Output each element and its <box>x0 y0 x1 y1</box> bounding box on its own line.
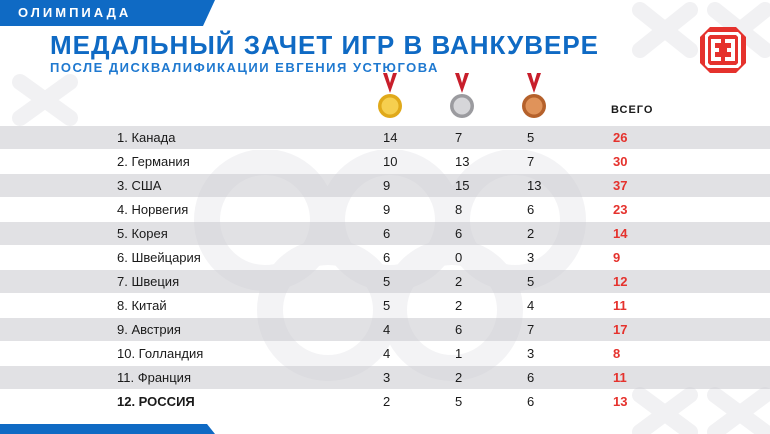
total-cell: 13 <box>613 394 628 409</box>
gold-cell: 3 <box>383 370 391 385</box>
total-cell: 37 <box>613 178 628 193</box>
total-cell: 9 <box>613 250 621 265</box>
bronze-cell: 7 <box>527 154 535 169</box>
country-cell: 6. Швейцария <box>117 250 201 265</box>
table-row: 2. Германия 10 13 7 30 <box>0 150 770 173</box>
country-cell: 4. Норвегия <box>117 202 189 217</box>
country-cell: 2. Германия <box>117 154 190 169</box>
gold-cell: 5 <box>383 274 391 289</box>
bronze-cell: 5 <box>527 130 535 145</box>
gold-medal-icon <box>378 73 402 118</box>
bronze-cell: 5 <box>527 274 535 289</box>
bronze-medal-icon <box>522 73 546 118</box>
table-row: 3. США 9 15 13 37 <box>0 174 770 197</box>
gold-cell: 9 <box>383 178 391 193</box>
total-column-header: ВСЕГО <box>611 104 654 116</box>
gold-cell: 4 <box>383 346 391 361</box>
table-row: 4. Норвегия 9 8 6 23 <box>0 198 770 221</box>
silver-medal-icon <box>450 73 474 118</box>
total-cell: 12 <box>613 274 628 289</box>
gold-cell: 9 <box>383 202 391 217</box>
gold-cell: 6 <box>383 226 391 241</box>
table-row: 8. Китай 5 2 4 11 <box>0 294 770 317</box>
table-row: 10. Голландия 4 1 3 8 <box>0 342 770 365</box>
section-label: ОЛИМПИАДА <box>18 5 132 20</box>
country-cell: 12. РОССИЯ <box>117 394 195 409</box>
table-row: 1. Канада 14 7 5 26 <box>0 126 770 149</box>
country-cell: 8. Китай <box>117 298 167 313</box>
silver-cell: 2 <box>455 298 463 313</box>
country-cell: 11. Франция <box>117 370 191 385</box>
bronze-cell: 7 <box>527 322 535 337</box>
country-cell: 5. Корея <box>117 226 168 241</box>
bronze-cell: 6 <box>527 370 535 385</box>
gold-cell: 10 <box>383 154 398 169</box>
table-row: 11. Франция 3 2 6 11 <box>0 366 770 389</box>
bronze-cell: 6 <box>527 394 535 409</box>
bronze-cell: 6 <box>527 202 535 217</box>
country-cell: 7. Швеция <box>117 274 180 289</box>
gold-cell: 4 <box>383 322 391 337</box>
total-cell: 11 <box>613 298 627 313</box>
table-row: 5. Корея 6 6 2 14 <box>0 222 770 245</box>
silver-cell: 6 <box>455 322 463 337</box>
gold-cell: 5 <box>383 298 391 313</box>
gold-cell: 6 <box>383 250 391 265</box>
section-tab <box>0 0 215 26</box>
table-row: 6. Швейцария 6 0 3 9 <box>0 246 770 269</box>
country-cell: 9. Австрия <box>117 322 181 337</box>
silver-cell: 7 <box>455 130 463 145</box>
country-cell: 3. США <box>117 178 162 193</box>
sport-express-logo-icon <box>700 27 746 73</box>
table-row-russia: 12. РОССИЯ 2 5 6 13 <box>0 390 770 413</box>
table-row: 7. Швеция 5 2 5 12 <box>0 270 770 293</box>
gold-cell: 2 <box>383 394 391 409</box>
silver-cell: 8 <box>455 202 463 217</box>
silver-cell: 2 <box>455 274 463 289</box>
total-cell: 23 <box>613 202 628 217</box>
total-cell: 26 <box>613 130 628 145</box>
silver-cell: 2 <box>455 370 463 385</box>
total-cell: 30 <box>613 154 628 169</box>
silver-cell: 6 <box>455 226 463 241</box>
bronze-cell: 4 <box>527 298 535 313</box>
page-subtitle: ПОСЛЕ ДИСКВАЛИФИКАЦИИ ЕВГЕНИЯ УСТЮГОВА <box>50 60 439 75</box>
total-cell: 14 <box>613 226 628 241</box>
bronze-cell: 3 <box>527 346 535 361</box>
total-cell: 8 <box>613 346 621 361</box>
country-cell: 1. Канада <box>117 130 176 145</box>
bottom-accent-bar <box>0 424 215 434</box>
silver-cell: 15 <box>455 178 470 193</box>
country-cell: 10. Голландия <box>117 346 204 361</box>
gold-cell: 14 <box>383 130 398 145</box>
bronze-cell: 13 <box>527 178 542 193</box>
silver-cell: 1 <box>455 346 463 361</box>
page-title: МЕДАЛЬНЫЙ ЗАЧЕТ ИГР В ВАНКУВЕРЕ <box>50 30 600 60</box>
bronze-cell: 3 <box>527 250 535 265</box>
bronze-cell: 2 <box>527 226 535 241</box>
silver-cell: 5 <box>455 394 463 409</box>
table-row: 9. Австрия 4 6 7 17 <box>0 318 770 341</box>
silver-cell: 13 <box>455 154 470 169</box>
total-cell: 11 <box>613 370 627 385</box>
total-cell: 17 <box>613 322 628 337</box>
silver-cell: 0 <box>455 250 463 265</box>
